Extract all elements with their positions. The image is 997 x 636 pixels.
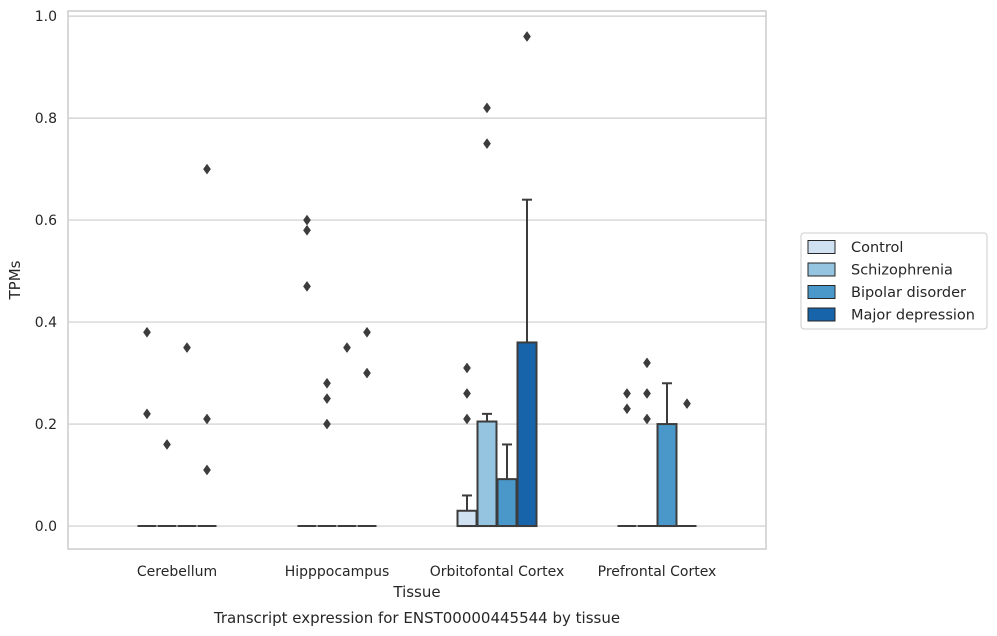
legend-swatch bbox=[807, 262, 836, 277]
outlier-point bbox=[643, 388, 651, 399]
y-tick-label: 0.4 bbox=[35, 315, 57, 331]
outlier-point bbox=[463, 362, 471, 374]
outlier-point bbox=[623, 388, 631, 399]
box-group bbox=[677, 398, 697, 528]
box bbox=[656, 423, 678, 528]
box-group bbox=[617, 388, 637, 528]
box-group bbox=[496, 443, 518, 528]
outlier-point bbox=[303, 224, 311, 236]
legend-swatch bbox=[807, 285, 836, 299]
box-group bbox=[637, 357, 657, 528]
box-group bbox=[456, 362, 478, 528]
box-group bbox=[516, 31, 538, 528]
outlier-point bbox=[363, 326, 371, 338]
outlier-point bbox=[183, 342, 191, 353]
y-tick-label: 1.0 bbox=[35, 9, 57, 25]
outlier-point bbox=[203, 413, 211, 425]
y-tick-label: 0.8 bbox=[35, 111, 57, 127]
x-tick-label: Orbitofontal Cortex bbox=[430, 564, 565, 580]
outlier-point bbox=[203, 464, 211, 476]
outlier-point bbox=[623, 403, 631, 415]
box-group bbox=[476, 102, 498, 528]
legend-label: Bipolar disorder bbox=[851, 285, 966, 301]
x-tick-label: Cerebellum bbox=[137, 564, 217, 580]
outlier-point bbox=[483, 138, 491, 150]
outlier-point bbox=[643, 413, 651, 425]
legend-items: Control Schizophrenia Bipolar disorder Majo… bbox=[807, 240, 975, 324]
y-tick-labels: 0.0 0.2 0.4 0.6 0.8 1.0 bbox=[35, 9, 57, 535]
outlier-point bbox=[303, 214, 311, 226]
chart-caption: Transcript expression for ENST0000044554… bbox=[213, 609, 620, 627]
box bbox=[476, 420, 498, 528]
x-tick-label: Prefrontal Cortex bbox=[598, 564, 717, 580]
box-group bbox=[317, 377, 337, 528]
y-tick-label: 0.0 bbox=[35, 519, 57, 535]
outlier-point bbox=[463, 388, 471, 399]
outlier-point bbox=[323, 377, 331, 389]
x-axis-label: Tissue bbox=[392, 583, 440, 601]
box bbox=[516, 341, 538, 528]
box-group bbox=[157, 439, 177, 528]
plot-frame bbox=[67, 10, 767, 550]
outlier-point bbox=[323, 418, 331, 430]
legend-swatch bbox=[807, 307, 836, 322]
box-group bbox=[297, 214, 317, 528]
legend-label: Major depression bbox=[851, 308, 975, 324]
y-axis-label: TPMs bbox=[6, 260, 24, 300]
chart-marks bbox=[137, 31, 697, 528]
legend-label: Schizophrenia bbox=[851, 263, 953, 279]
box bbox=[456, 509, 478, 528]
x-tick-label: Hipppocampus bbox=[285, 564, 390, 580]
y-tick-label: 0.6 bbox=[35, 213, 57, 229]
outlier-point bbox=[343, 342, 351, 353]
box-group bbox=[197, 163, 217, 528]
legend-label: Control bbox=[851, 240, 903, 256]
y-tick-label: 0.2 bbox=[35, 417, 57, 433]
x-tick-labels: Cerebellum Hipppocampus Orbitofontal Corte… bbox=[137, 564, 716, 580]
box-group bbox=[357, 326, 377, 528]
legend-frame bbox=[800, 232, 988, 330]
legend-swatch bbox=[807, 240, 836, 254]
box-group bbox=[177, 342, 197, 528]
outlier-point bbox=[523, 31, 531, 42]
outlier-point bbox=[683, 398, 691, 410]
outlier-point bbox=[483, 102, 491, 114]
outlier-point bbox=[163, 439, 171, 450]
outlier-point bbox=[643, 357, 651, 369]
outlier-point bbox=[143, 408, 151, 420]
box-group bbox=[337, 342, 357, 528]
box-group bbox=[656, 382, 678, 528]
outlier-point bbox=[203, 163, 211, 175]
outlier-point bbox=[143, 326, 151, 338]
outlier-point bbox=[463, 413, 471, 425]
box bbox=[496, 478, 518, 528]
outlier-point bbox=[323, 393, 331, 404]
outlier-point bbox=[363, 367, 371, 379]
outlier-point bbox=[303, 280, 311, 292]
legend: Control Schizophrenia Bipolar disorder Majo… bbox=[800, 232, 988, 330]
box-group bbox=[137, 326, 157, 528]
